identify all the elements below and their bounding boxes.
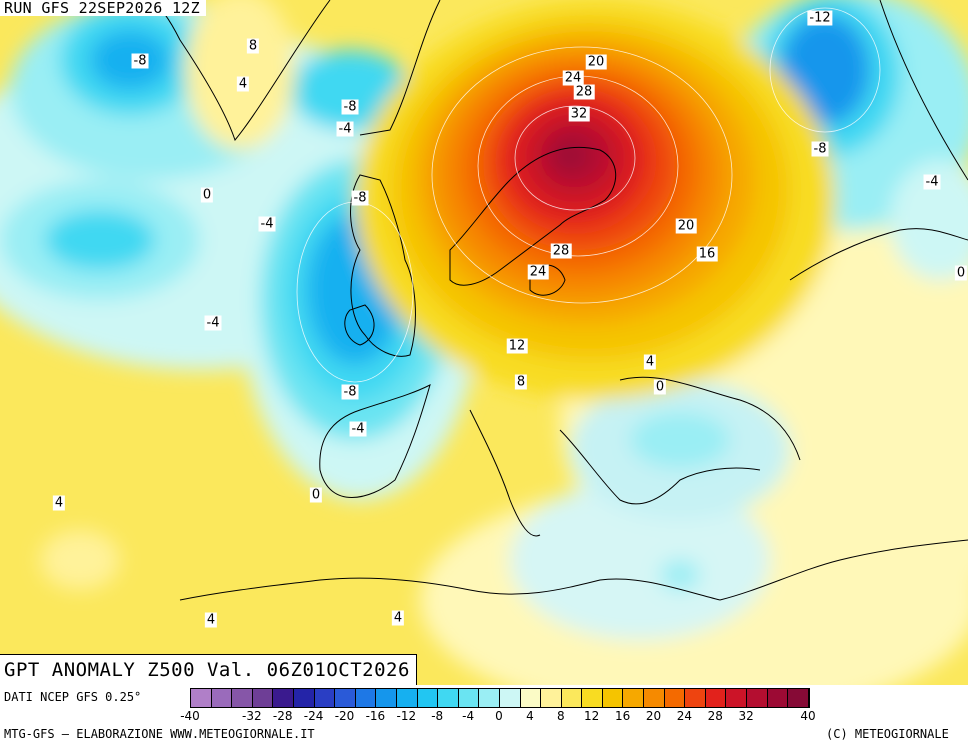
legend-swatch: [293, 689, 315, 707]
contour-label: -12: [807, 10, 833, 26]
legend-swatch: [685, 689, 706, 707]
contour-label: 8: [246, 38, 260, 54]
contour-label: -4: [258, 216, 276, 232]
legend-swatch: [191, 689, 212, 707]
contour-label: -8: [351, 190, 369, 206]
legend-swatch: [396, 689, 418, 707]
legend-tick-label: -20: [334, 709, 355, 723]
legend-tick-label: 24: [676, 709, 693, 723]
contour-label: 4: [643, 354, 657, 370]
credits: MTG-GFS – ELABORAZIONE WWW.METEOGIORNALE…: [4, 727, 315, 741]
contour-label: 12: [506, 338, 528, 354]
contour-label: 28: [573, 84, 595, 100]
legend-swatch: [602, 689, 624, 707]
contour-label: 24: [562, 70, 584, 86]
legend-swatch: [438, 689, 459, 707]
contour-label: 0: [200, 187, 214, 203]
legend-tick-label: 40: [800, 709, 816, 723]
legend-tick-label: -32: [241, 709, 262, 723]
legend-swatch: [788, 689, 809, 707]
legend-tick-label: 16: [614, 709, 631, 723]
contour-label: 20: [675, 218, 697, 234]
contour-label: -8: [341, 99, 359, 115]
coastlines: [149, 0, 968, 601]
contour-label: -8: [131, 53, 149, 69]
contour-label: 4: [204, 612, 218, 628]
legend-tick-label: 8: [556, 709, 565, 723]
legend-swatch: [417, 689, 439, 707]
legend-tick-label: 0: [495, 709, 503, 723]
contour-label: 0: [954, 265, 968, 281]
legend-tick-label: 12: [584, 709, 600, 723]
run-label: RUN GFS 22SEP2026 12Z: [0, 0, 206, 16]
contour-label: -4: [923, 174, 941, 190]
legend-swatch: [623, 689, 645, 707]
map-canvas: [0, 0, 968, 685]
legend-tick-label: -16: [365, 709, 386, 723]
contour-label: -4: [349, 421, 367, 437]
contour-label: -4: [204, 315, 222, 331]
legend-swatch: [747, 689, 768, 707]
contour-label: 4: [236, 76, 250, 92]
legend-swatch: [644, 689, 665, 707]
anomaly-field: [0, 0, 968, 685]
legend-tick-label: -4: [462, 709, 475, 723]
legend-tick-label: -12: [396, 709, 417, 723]
legend-swatch: [314, 689, 336, 707]
contour-label: 28: [550, 243, 572, 259]
legend-swatch: [479, 689, 500, 707]
legend-swatch: [252, 689, 274, 707]
color-scale-legend: [190, 688, 810, 708]
contour-label: 0: [309, 487, 323, 503]
legend-tick-label: -40: [180, 709, 200, 723]
contour-label: 4: [52, 495, 66, 511]
legend-tick-label: 4: [526, 709, 534, 723]
legend-swatch: [273, 689, 294, 707]
legend-tick-label: 20: [645, 709, 662, 723]
legend-swatch: [211, 689, 233, 707]
anomaly-map: -12 -8 -8 -8 -8 -8 -8 -4 -4 -4 -4 -4 0 0…: [0, 0, 968, 685]
contour-label: -8: [811, 141, 829, 157]
legend-swatch: [705, 689, 727, 707]
legend-swatch: [499, 689, 521, 707]
legend-swatch: [767, 689, 789, 707]
contour-label: 32: [568, 106, 590, 122]
contour-label: -8: [341, 384, 359, 400]
data-source: DATI NCEP GFS 0.25°: [4, 690, 142, 704]
contour-label: 4: [391, 610, 405, 626]
legend-swatch: [355, 689, 377, 707]
contour-label: 8: [514, 374, 528, 390]
legend-swatch: [520, 689, 542, 707]
legend-swatch: [561, 689, 583, 707]
contour-label: -4: [336, 121, 354, 137]
legend-swatch: [582, 689, 603, 707]
contour-label: 0: [653, 379, 667, 395]
legend-swatch: [664, 689, 686, 707]
contour-label: 20: [585, 54, 607, 70]
contour-label: 16: [696, 246, 718, 262]
map-title: GPT ANOMALY Z500 Val. 06Z01OCT2026: [0, 654, 417, 685]
copyright: (C) METEOGIORNALE: [826, 727, 949, 741]
legend-swatch: [726, 689, 748, 707]
legend-tick-label: 32: [738, 709, 754, 723]
legend-swatch: [232, 689, 253, 707]
legend-swatch: [335, 689, 356, 707]
legend-tick-label: -24: [303, 709, 324, 723]
legend-swatch: [541, 689, 562, 707]
legend-swatch: [458, 689, 480, 707]
legend-tick-label: 28: [707, 709, 723, 723]
contour-label: 24: [527, 264, 549, 280]
legend-tick-label: -28: [272, 709, 293, 723]
legend-swatch: [376, 689, 397, 707]
legend-tick-label: -8: [431, 709, 444, 723]
